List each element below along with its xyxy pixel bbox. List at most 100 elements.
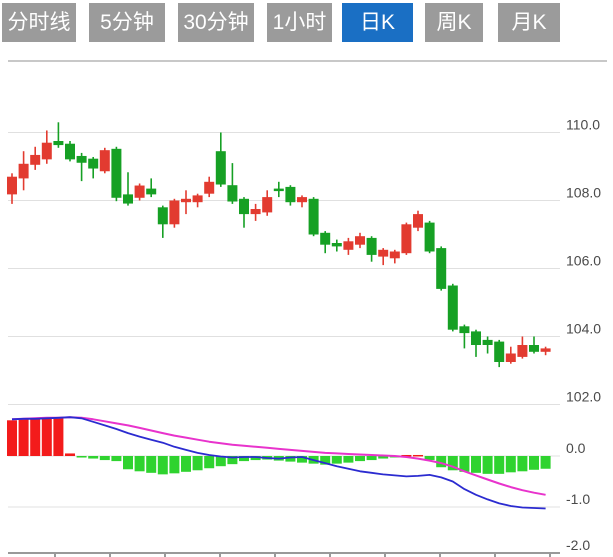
- macd-bar-positive: [401, 454, 412, 457]
- price-axis-label: 110.0: [566, 117, 600, 133]
- timeframe-tabbar: 分时线 5分钟 30分钟 1小时 日K 周K 月K: [0, 0, 613, 46]
- price-axis-label: 104.0: [566, 321, 601, 337]
- macd-bar-negative: [169, 456, 180, 474]
- candle-body-up: [262, 197, 273, 213]
- macd-bar-negative: [366, 456, 377, 461]
- macd-bar-negative: [146, 456, 157, 473]
- candle-body-down: [123, 194, 133, 204]
- dif-line: [11, 416, 546, 510]
- candle-body-down: [273, 188, 284, 192]
- candle-body-down: [227, 185, 238, 202]
- candle-body-down: [88, 158, 99, 169]
- candle-body-down: [146, 188, 157, 195]
- macd-bar-negative: [494, 456, 505, 474]
- macd-bar-negative: [250, 456, 261, 461]
- candle-body-down: [65, 143, 75, 160]
- macd-bar-negative: [424, 456, 435, 461]
- tab-5min[interactable]: 5分钟: [89, 3, 165, 42]
- macd-bar-negative: [239, 456, 249, 462]
- macd-bar-positive: [41, 418, 52, 456]
- macd-bar-negative: [88, 456, 99, 459]
- candle-body-down: [239, 198, 249, 215]
- macd-bar-negative: [76, 456, 87, 458]
- tab-time-line[interactable]: 分时线: [2, 3, 76, 42]
- macd-bar-negative: [505, 456, 516, 473]
- candle-body-down: [157, 207, 168, 225]
- tab-weekly-k[interactable]: 周K: [425, 3, 483, 42]
- macd-bar-negative: [355, 456, 365, 462]
- macd-bar-negative: [540, 456, 551, 469]
- candle-body-down: [482, 339, 493, 345]
- dea-line: [11, 416, 546, 496]
- macd-bar-negative: [123, 456, 133, 470]
- candle-body-up: [204, 181, 215, 194]
- candle-body-up: [250, 209, 261, 215]
- tab-30min[interactable]: 30分钟: [178, 3, 254, 42]
- candle-body-down: [494, 341, 505, 362]
- macd-bar-positive: [65, 453, 75, 456]
- candle-body-down: [529, 345, 539, 352]
- candle-body-down: [76, 155, 87, 163]
- candle-body-up: [413, 214, 423, 228]
- candle-body-up: [30, 154, 41, 165]
- candle-body-down: [436, 248, 447, 289]
- macd-bar-negative: [157, 456, 168, 475]
- macd-bar-negative: [459, 456, 470, 472]
- macd-bar-negative: [331, 456, 342, 464]
- macd-bar-positive: [30, 418, 41, 456]
- candle-body-down: [459, 326, 470, 334]
- candle-body-up: [517, 345, 528, 357]
- macd-bar-negative: [111, 456, 122, 462]
- macd-bar-negative: [343, 456, 354, 463]
- candle-body-down: [424, 222, 435, 252]
- tab-1hour[interactable]: 1小时: [267, 3, 332, 42]
- macd-bar-positive: [7, 420, 17, 456]
- macd-bar-negative: [134, 456, 145, 472]
- macd-bar-negative: [99, 456, 110, 461]
- macd-axis-label: -1.0: [566, 491, 590, 507]
- candle-body-up: [540, 348, 551, 352]
- macd-bar-negative: [320, 456, 331, 465]
- macd-bar-negative: [285, 456, 296, 462]
- macd-bar-negative: [482, 456, 493, 474]
- macd-bar-positive: [413, 454, 423, 457]
- macd-bar-negative: [517, 456, 528, 472]
- candle-body-up: [41, 142, 52, 160]
- candle-body-up: [505, 353, 516, 362]
- candle-body-up: [343, 241, 354, 250]
- macd-bar-negative: [471, 456, 481, 473]
- tab-monthly-k[interactable]: 月K: [498, 3, 560, 42]
- macd-axis-label: 0.0: [566, 440, 586, 456]
- candle-body-down: [285, 186, 296, 203]
- macd-bar-negative: [529, 456, 539, 470]
- candle-body-up: [99, 150, 110, 172]
- macd-axis-label: -2.0: [566, 537, 590, 553]
- candle-body-down: [308, 198, 319, 235]
- candle-body-up: [389, 251, 400, 259]
- macd-bar-negative: [204, 456, 215, 469]
- candle-body-down: [53, 141, 64, 146]
- tab-daily-k[interactable]: 日K: [342, 3, 413, 42]
- candle-body-up: [355, 236, 365, 245]
- macd-bar-negative: [297, 456, 307, 463]
- candle-body-down: [471, 331, 481, 345]
- macd-bar-positive: [53, 418, 64, 456]
- candle-body-up: [169, 200, 180, 225]
- macd-bar-negative: [447, 456, 458, 471]
- candle-body-up: [18, 163, 29, 179]
- candle-body-down: [331, 243, 342, 247]
- macd-bar-negative: [215, 456, 226, 467]
- price-axis-label: 106.0: [566, 253, 601, 269]
- macd-bar-negative: [181, 456, 191, 472]
- candle-body-up: [134, 185, 145, 198]
- macd-bar-negative: [192, 456, 203, 471]
- price-axis-label: 108.0: [566, 185, 601, 201]
- candle-body-down: [447, 285, 458, 330]
- macd-bar-negative: [378, 456, 389, 459]
- candle-body-up: [192, 195, 203, 203]
- candle-body-up: [378, 249, 389, 257]
- macd-bar-negative: [227, 456, 238, 465]
- candle-body-up: [297, 197, 307, 203]
